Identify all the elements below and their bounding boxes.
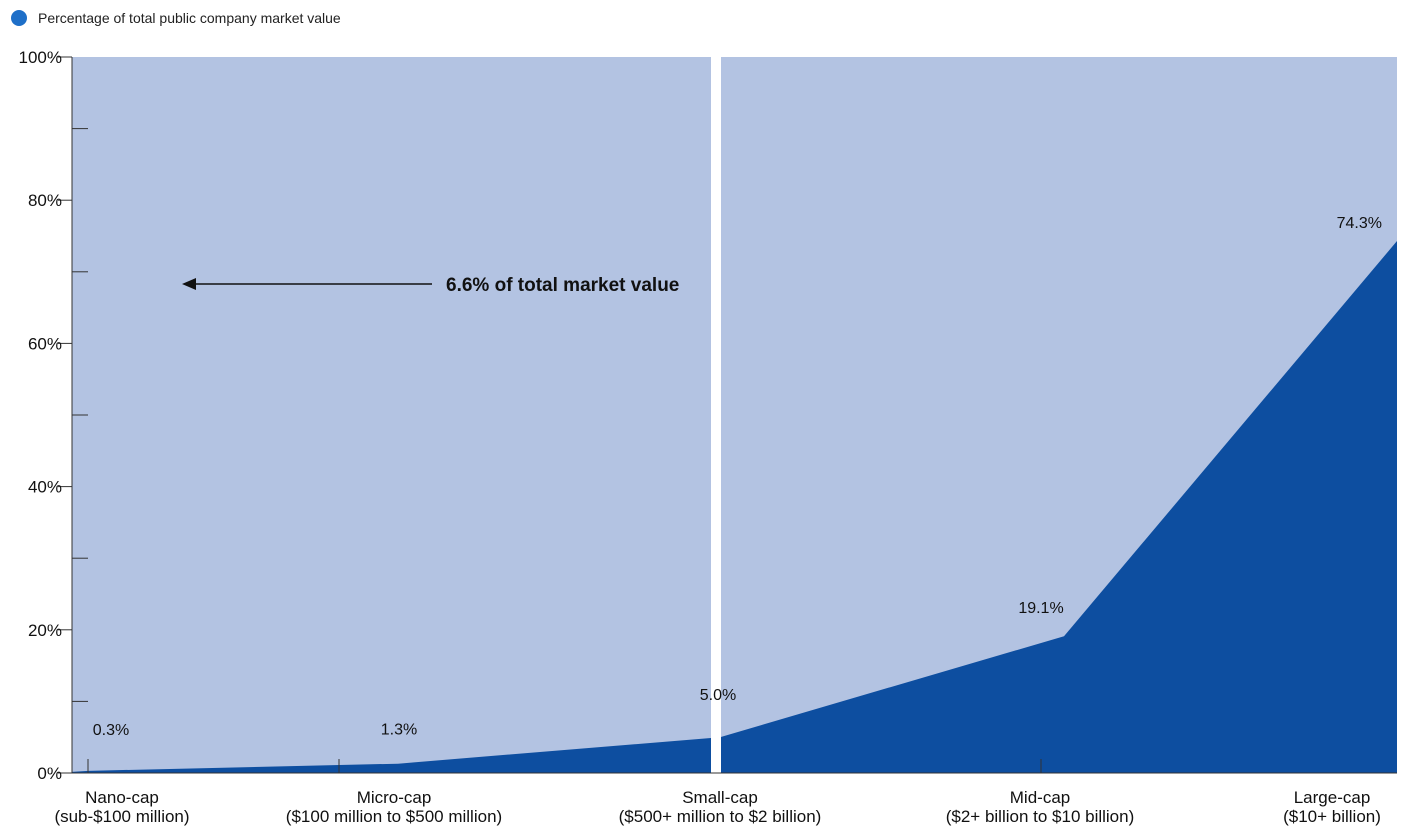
data-label: 19.1% [1018,600,1063,617]
data-label: 5.0% [700,687,736,704]
x-category-name: Micro-cap [357,788,432,807]
x-category-name: Small-cap [682,788,758,807]
y-tick-label: 60% [28,334,62,353]
y-tick-label: 0% [37,764,62,783]
data-label: 74.3% [1337,215,1382,232]
data-label: 1.3% [381,722,417,739]
x-category-range: ($100 million to $500 million) [286,807,502,826]
y-tick-label: 20% [28,621,62,640]
data-label: 0.3% [93,722,129,739]
y-tick-label: 80% [28,191,62,210]
annotation-text: 6.6% of total market value [446,275,679,296]
y-tick-label: 100% [19,48,62,67]
legend: Percentage of total public company marke… [11,10,341,26]
legend-label: Percentage of total public company marke… [38,10,341,26]
x-category-range: ($500+ million to $2 billion) [619,807,822,826]
series-area-fill [72,241,1397,774]
legend-marker-icon [11,10,27,26]
arrow-left-icon [182,278,196,290]
annotation: 6.6% of total market value [182,275,679,296]
data-labels: 0.3% 1.3% 5.0% 19.1% 74.3% [93,215,1382,739]
y-axis: 0% 20% 40% 60% 80% 100% [19,48,88,783]
category-divider [711,57,721,775]
x-category-range: (sub-$100 million) [54,807,189,826]
y-tick-label: 40% [28,478,62,497]
x-category-range: ($2+ billion to $10 billion) [946,807,1135,826]
x-category-name: Large-cap [1294,788,1371,807]
x-category-name: Nano-cap [85,788,159,807]
x-category-name: Mid-cap [1010,788,1070,807]
x-axis: Nano-cap(sub-$100 million) Micro-cap($100… [54,759,1397,826]
x-category-range: ($10+ billion) [1283,807,1381,826]
